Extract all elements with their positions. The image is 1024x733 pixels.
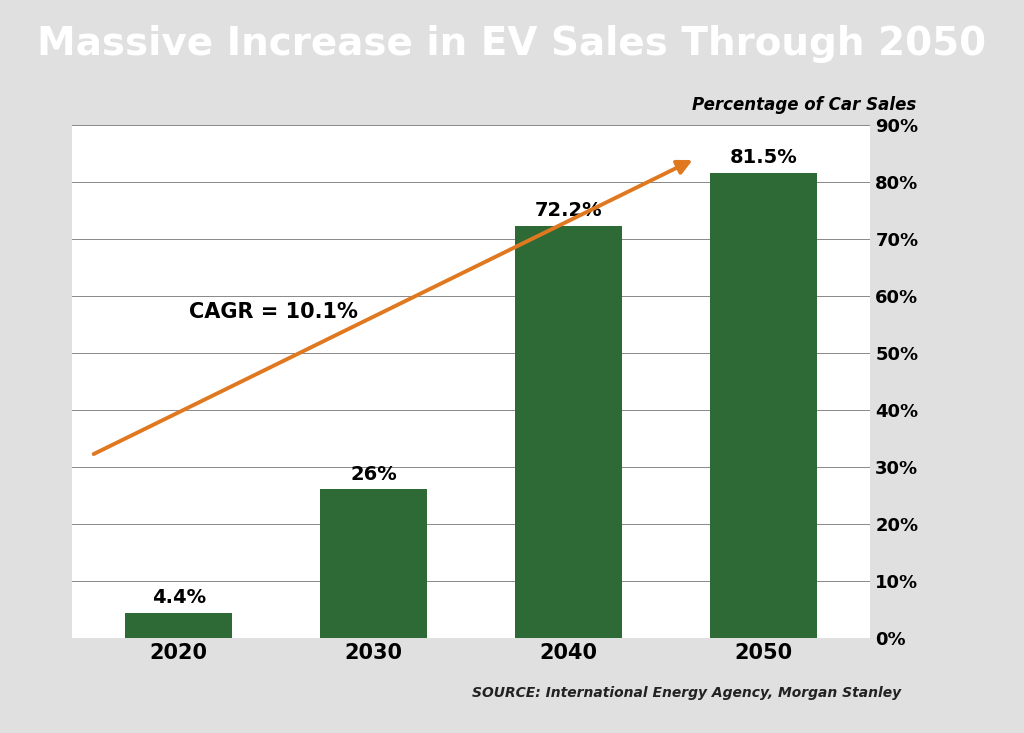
Text: Massive Increase in EV Sales Through 2050: Massive Increase in EV Sales Through 205… xyxy=(38,25,986,63)
Text: CAGR = 10.1%: CAGR = 10.1% xyxy=(188,303,357,323)
Text: Percentage of Car Sales: Percentage of Car Sales xyxy=(692,95,916,114)
Text: 72.2%: 72.2% xyxy=(535,202,602,221)
Bar xyxy=(515,226,622,638)
Bar xyxy=(125,613,232,638)
Text: SOURCE: International Energy Agency, Morgan Stanley: SOURCE: International Energy Agency, Mor… xyxy=(472,686,901,700)
Text: 4.4%: 4.4% xyxy=(152,588,206,607)
Bar xyxy=(710,173,817,638)
Text: 26%: 26% xyxy=(350,465,397,484)
Text: 81.5%: 81.5% xyxy=(729,148,797,167)
Bar xyxy=(321,490,427,638)
